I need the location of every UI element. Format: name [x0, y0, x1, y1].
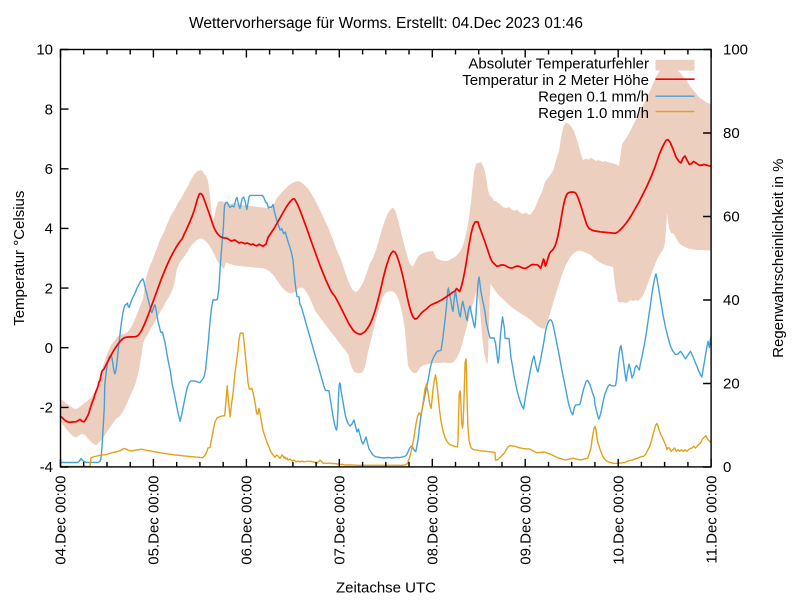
svg-text:06.Dec 00:00: 06.Dec 00:00: [239, 476, 256, 565]
svg-text:Temperatur in 2 Meter Höhe: Temperatur in 2 Meter Höhe: [462, 72, 649, 89]
svg-text:04.Dec 00:00: 04.Dec 00:00: [53, 476, 70, 565]
svg-text:08.Dec 00:00: 08.Dec 00:00: [425, 476, 442, 565]
svg-text:20: 20: [723, 376, 740, 393]
svg-text:Regenwahrscheinlichkeit in %: Regenwahrscheinlichkeit in %: [770, 159, 787, 358]
svg-text:Regen 0.1 mm/h: Regen 0.1 mm/h: [538, 88, 649, 105]
svg-text:80: 80: [723, 125, 740, 142]
svg-text:-2: -2: [40, 400, 53, 417]
svg-text:40: 40: [723, 292, 740, 309]
svg-text:8: 8: [45, 101, 53, 118]
svg-text:0: 0: [45, 340, 53, 357]
svg-text:4: 4: [45, 221, 53, 238]
svg-text:60: 60: [723, 209, 740, 226]
svg-text:07.Dec 00:00: 07.Dec 00:00: [332, 476, 349, 565]
svg-text:Temperatur °Celsius: Temperatur °Celsius: [11, 191, 28, 326]
svg-text:6: 6: [45, 161, 53, 178]
svg-text:Zeitachse UTC: Zeitachse UTC: [336, 580, 436, 597]
svg-text:10: 10: [36, 42, 53, 59]
svg-text:100: 100: [723, 42, 748, 59]
svg-text:2: 2: [45, 280, 53, 297]
svg-text:Absoluter Temperaturfehler: Absoluter Temperaturfehler: [468, 55, 649, 72]
svg-text:05.Dec 00:00: 05.Dec 00:00: [146, 476, 163, 565]
svg-text:Regen 1.0 mm/h: Regen 1.0 mm/h: [538, 105, 649, 122]
svg-text:Wettervorhersage für Worms. Er: Wettervorhersage für Worms. Erstellt: 04…: [189, 15, 583, 32]
svg-text:11.Dec 00:00: 11.Dec 00:00: [703, 476, 720, 564]
svg-text:0: 0: [723, 459, 731, 476]
svg-text:09.Dec 00:00: 09.Dec 00:00: [517, 476, 534, 565]
svg-text:10.Dec 00:00: 10.Dec 00:00: [610, 476, 627, 565]
svg-text:-4: -4: [40, 459, 53, 476]
